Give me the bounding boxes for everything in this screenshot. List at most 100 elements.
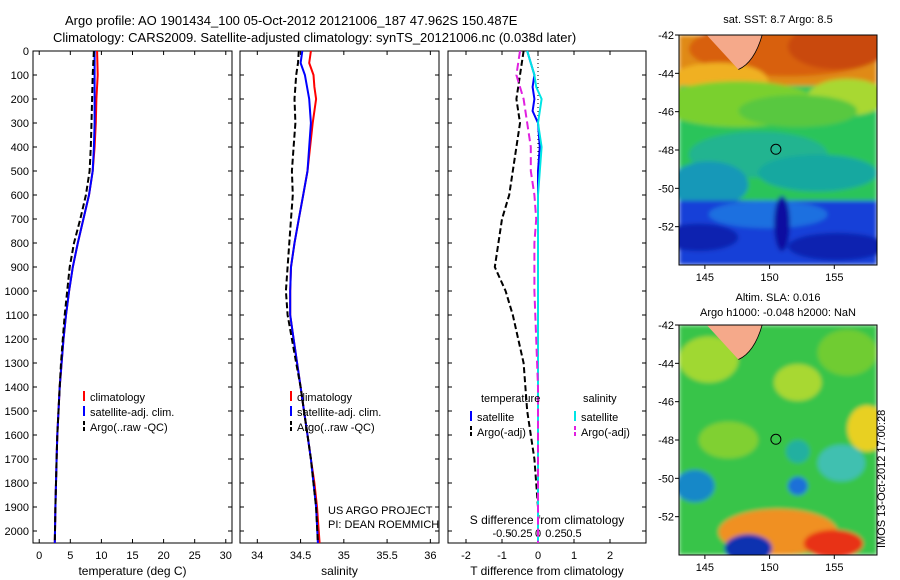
credit-line-2: PI: DEAN ROEMMICH — [328, 519, 440, 531]
sst-map-y-tick-label: -52 — [658, 222, 674, 234]
depth-tick-label: 300 — [11, 118, 29, 130]
depth-tick-label: 1700 — [5, 454, 29, 466]
depth-tick-label: 1200 — [5, 334, 29, 346]
sla-map-blob — [817, 444, 866, 482]
diff-x-axis-label: T difference from climatology — [470, 564, 624, 578]
sst-map-blob — [679, 223, 739, 252]
sla-map-x-tick-label: 155 — [825, 562, 843, 574]
sst-map-field — [679, 35, 877, 265]
sst-map-x-tick-label: 145 — [696, 272, 714, 284]
sal-panel: 34 34.5 35 35.5 36 salinity climatology satelli… — [239, 50, 440, 578]
depth-tick-label: 600 — [11, 190, 29, 202]
sst-map-blob — [708, 200, 828, 229]
sst-map-x-tick-label: 150 — [760, 272, 778, 284]
credit-line-1: US ARGO PROJECT — [328, 505, 433, 517]
depth-tick-label: 700 — [11, 214, 29, 226]
sla-map-y-tick-label: -52 — [658, 512, 674, 524]
header-line-2: Climatology: CARS2009. Satellite-adjuste… — [53, 30, 577, 45]
temp-panel: 0100200300400500600700800900100011001200… — [5, 46, 233, 578]
sal-frame — [239, 50, 440, 544]
diff-x-tick-label: 1 — [571, 550, 577, 562]
sla-map-blob — [787, 476, 808, 496]
depth-tick-label: 900 — [11, 262, 29, 274]
diff-x-tick-label: 2 — [607, 550, 613, 562]
temp-x-tick-label: 20 — [157, 550, 169, 562]
diff-legend-sal-heading: salinity — [583, 393, 617, 405]
sst-map-blob — [679, 161, 749, 208]
sal-x-tick-label: 35 — [338, 550, 350, 562]
depth-tick-label: 1400 — [5, 382, 29, 394]
depth-tick-label: 500 — [11, 166, 29, 178]
temp-x-tick-label: 10 — [95, 550, 107, 562]
sst-map-y-tick-label: -42 — [658, 30, 674, 42]
temp-x-axis-label: temperature (deg C) — [78, 564, 186, 578]
sal-x-tick-label: 35.5 — [376, 550, 397, 562]
depth-tick-label: 1600 — [5, 430, 29, 442]
depth-tick-label: 100 — [11, 70, 29, 82]
depth-tick-label: 1000 — [5, 286, 29, 298]
diff-s-tick-label: 0.25 — [545, 528, 566, 540]
diff-x-tick-label: 0 — [535, 550, 541, 562]
sla-map-y-tick-label: -50 — [658, 473, 674, 485]
depth-tick-label: 1500 — [5, 406, 29, 418]
diff-series-salinity-argo-adj- — [515, 50, 539, 543]
temp-frame — [32, 50, 233, 544]
sal-x-tick-label: 34.5 — [290, 550, 311, 562]
diff-s-tick-label: -0.5 — [493, 528, 512, 540]
sst-map-blob — [758, 154, 877, 192]
sst-map-x-tick-label: 155 — [825, 272, 843, 284]
sla-map-blob — [817, 329, 877, 376]
sst-map-blob — [774, 196, 790, 252]
sst-map-field-blur — [679, 35, 877, 265]
sst-map-y-tick-label: -48 — [658, 145, 674, 157]
sst-map-blob — [787, 35, 877, 70]
sal-legend-label: climatology — [297, 392, 353, 404]
sla-map-blob — [724, 534, 773, 555]
sla-map-title-line-1: Altim. SLA: 0.016 — [736, 292, 821, 304]
diff-legend-label: Argo(-adj) — [477, 427, 526, 439]
temp-legend-label: Argo(..raw -QC) — [90, 422, 168, 434]
temp-legend-label: climatology — [90, 392, 146, 404]
sla-map-blob — [847, 405, 877, 452]
depth-tick-label: 0 — [23, 46, 29, 58]
sla-map-field-blur — [679, 325, 877, 555]
depth-tick-label: 2000 — [5, 526, 29, 538]
sla-map-blob — [803, 529, 864, 555]
sla-map-float-marker — [770, 433, 782, 445]
sla-map-x-tick-label: 150 — [760, 562, 778, 574]
sst-map-blob — [787, 232, 877, 261]
sst-map-panel: -42 -44 -46 -48 -50 -52 145 150 155 — [658, 30, 878, 284]
sla-map-blob — [679, 469, 715, 503]
depth-tick-label: 200 — [11, 94, 29, 106]
sst-map-float-marker — [770, 143, 782, 155]
sst-map-y-tick-label: -46 — [658, 107, 674, 119]
depth-tick-label: 1800 — [5, 478, 29, 490]
sla-map-x-tick-label: 145 — [696, 562, 714, 574]
diff-series-salinity-satellite — [526, 50, 543, 543]
diff-frame — [447, 50, 647, 544]
sal-x-tick-label: 36 — [424, 550, 436, 562]
timestamp-stamp: IMOS 13-Oct-2012 17:00:28 — [876, 409, 888, 548]
diff-x-tick-label: -2 — [461, 550, 471, 562]
sla-map-title-line-2: Argo h1000: -0.048 h2000: NaN — [700, 307, 856, 319]
diff-legend-label: satellite — [581, 412, 618, 424]
sla-map-panel: -42 -44 -46 -48 -50 -52 145 150 155 — [658, 320, 878, 574]
sla-map-blob — [679, 336, 739, 383]
diff-s-axis-label: S difference from climatology — [470, 513, 625, 527]
sal-x-tick-label: 34 — [251, 550, 263, 562]
sla-map-y-tick-label: -46 — [658, 397, 674, 409]
diff-s-tick-label: 0.5 — [566, 528, 581, 540]
sla-map-y-tick-label: -42 — [658, 320, 674, 332]
sla-map-y-tick-label: -44 — [658, 358, 674, 370]
depth-tick-label: 1900 — [5, 502, 29, 514]
sst-map-y-tick-label: -44 — [658, 68, 674, 80]
sla-map-blob — [774, 364, 822, 401]
sal-series-argo-raw-qc- — [284, 50, 319, 544]
temp-x-tick-label: 5 — [67, 550, 73, 562]
sst-map-blob — [738, 94, 858, 127]
diff-series-temperature-argo-adj- — [493, 50, 539, 543]
sla-map-blob — [698, 421, 759, 459]
sst-map-y-tick-label: -50 — [658, 183, 674, 195]
sal-legend-label: satellite-adj. clim. — [297, 407, 381, 419]
